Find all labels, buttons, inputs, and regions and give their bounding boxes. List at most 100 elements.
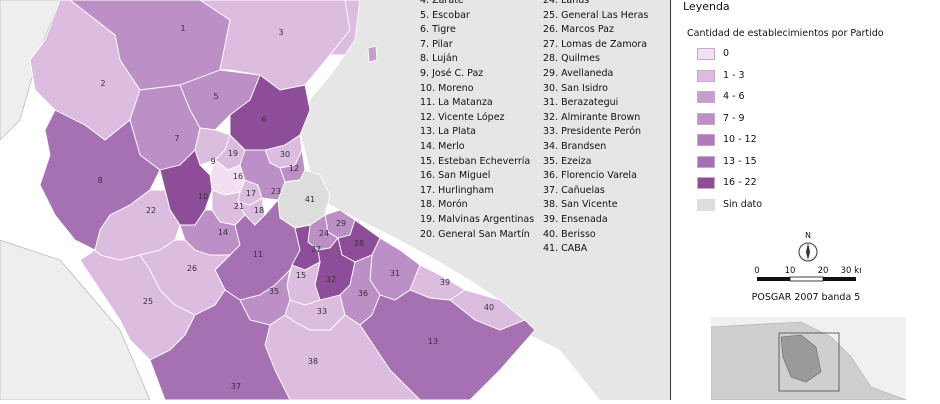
partido-list-right-item: 38. San Vicente [543, 199, 618, 211]
scale-label-0: 0 [754, 266, 759, 276]
partido-list-right-item: 26. Marcos Paz [543, 24, 614, 36]
legend-swatch [697, 198, 715, 211]
legend-swatch [697, 134, 715, 146]
legend-swatch [697, 48, 715, 60]
partido-number-label: 2 [100, 79, 105, 88]
rio-de-la-plata-water [300, 0, 670, 400]
partido-list-right-item: 24. Lanús [543, 0, 590, 6]
partido-list-left-item: 10. Moreno [420, 82, 474, 94]
partido-list-left-item: 16. San Miguel [420, 170, 491, 182]
partido-number-label: 24 [319, 229, 329, 238]
legend-label: 1 - 3 [723, 69, 745, 81]
legend-subtitle: Cantidad de establecimientos por Partido [687, 28, 884, 39]
partido-number-label: 38 [308, 357, 318, 366]
legend-label: 16 - 22 [723, 177, 757, 188]
legend-swatch [697, 69, 715, 82]
partido-number-label: 25 [143, 297, 153, 306]
partido-number-label: 26 [187, 264, 197, 273]
partido-number-label: 29 [336, 219, 346, 228]
partido-34-fragment [329, 0, 361, 56]
legend-label: 0 [723, 48, 730, 59]
partido-number-label: 23 [271, 187, 281, 196]
partido-number-label: 37 [231, 382, 241, 391]
partido-number-label: 41 [305, 195, 315, 204]
partido-number-label: 3 [278, 28, 283, 37]
partido-number-label: 28 [354, 239, 364, 248]
partido-list-right-item: 28. Quilmes [543, 53, 600, 65]
partido-number-label: 16 [233, 172, 243, 181]
partido-number-label: 9 [210, 157, 215, 166]
partido-number-label: 12 [289, 164, 299, 173]
partido-list-left-item: 13. La Plata [420, 126, 476, 138]
partido-list-right: 24. Lanús 25. General Las Heras 26. Marcos… [543, 0, 648, 257]
legend-title: Leyenda [683, 0, 730, 13]
partido-list-left-item: 19. Malvinas Argentinas [420, 213, 535, 225]
partido-list-right-item: 30. San Isidro [543, 82, 608, 94]
partido-list-left-item: 20. General San Martín [420, 228, 530, 240]
partido-number-label: 17 [246, 189, 256, 198]
partido-list-right-item: 25. General Las Heras [543, 9, 649, 21]
partido-list-left-item: 14. Merlo [420, 140, 465, 152]
partido-number-label: 1 [180, 24, 185, 33]
legend-label: Sin dato [723, 198, 763, 210]
partido-number-label: 7 [174, 134, 179, 143]
partido-number-label: 36 [358, 289, 368, 298]
legend-label: 10 - 12 [723, 134, 757, 145]
legend-swatch [697, 112, 715, 125]
partido-list-left-item: 11. La Matanza [420, 97, 493, 109]
partido-number-label: 6 [261, 115, 266, 124]
partido-list-left-item: 15. Esteban Echeverría [420, 155, 531, 167]
partido-number-label: 10 [198, 192, 208, 201]
north-label: N [805, 231, 811, 240]
partido-list-right-item: 33. Presidente Perón [543, 126, 642, 138]
projection-label: POSGAR 2007 banda 5 [751, 292, 861, 303]
partido-list-right-item: 37. Cañuelas [543, 184, 605, 196]
partido-list-left-item: 6. Tigre [420, 24, 456, 36]
partido-list-left-item: 12. Vicente López [420, 111, 505, 123]
partido-list-right-item: 35. Ezeiza [543, 155, 592, 167]
partido-list-left: 4. Zárate 5. Escobar 6. Tigre 7. Pilar 8. Lu… [420, 0, 534, 242]
scale-bar: 0 10 20 30 km [751, 264, 867, 292]
legend-label: 13 - 15 [723, 155, 757, 167]
legend-label: 7 - 9 [723, 112, 745, 124]
partido-list-left-item: 8. Luján [420, 53, 458, 65]
partido-number-label: 27 [311, 245, 321, 254]
legend-swatch [697, 177, 715, 189]
partido-list-left-item: 9. José C. Paz [420, 67, 484, 79]
legend-label: 4 - 6 [723, 91, 745, 102]
partido-list-right-item: 40. Berisso [543, 228, 596, 240]
partido-number-label: 8 [97, 176, 102, 185]
scale-label-3: 30 km [841, 266, 861, 276]
partido-number-label: 5 [213, 92, 218, 101]
partido-number-label: 40 [484, 303, 494, 312]
partido-number-label: 31 [390, 269, 400, 278]
partido-37 [149, 289, 291, 400]
partido-list-right-item: 34. Brandsen [543, 140, 607, 152]
locator-inset-map [710, 317, 907, 401]
partido-number-label: 35 [269, 287, 279, 296]
partido-number-label: 19 [228, 149, 238, 158]
partido-list-right-item: 39. Ensenada [543, 213, 608, 225]
partido-number-label: 33 [317, 307, 327, 316]
choropleth-map: 1 2 3 5 6 7 8 9 19 30 12 16 17 23 10 21 18 22 41 14 29 24 28 11… [0, 0, 670, 400]
partido-number-label: 13 [428, 337, 438, 346]
partido-list-left-item: 7. Pilar [420, 38, 453, 50]
partido-list-right-item: 27. Lomas de Zamora [543, 38, 648, 50]
partido-number-label: 39 [440, 278, 450, 287]
legend-swatch [697, 155, 715, 168]
partido-list-left-item: 17. Hurlingham [420, 184, 494, 196]
partido-number-label: 21 [234, 202, 244, 211]
partido-number-label: 18 [254, 206, 264, 215]
north-arrow: N [796, 230, 820, 268]
legend-panel: Leyenda Cantidad de establecimientos por… [670, 0, 940, 401]
island-fragment [367, 45, 378, 63]
partido-number-label: 22 [146, 206, 156, 215]
partido-number-label: 30 [280, 150, 290, 159]
partido-list-left-item: 4. Zárate [420, 0, 464, 6]
partido-number-label: 15 [296, 271, 306, 280]
outer-region [0, 0, 61, 141]
partido-number-label: 11 [253, 250, 263, 259]
outer-region-sw [0, 239, 151, 400]
partido-number-label: 14 [218, 228, 228, 237]
